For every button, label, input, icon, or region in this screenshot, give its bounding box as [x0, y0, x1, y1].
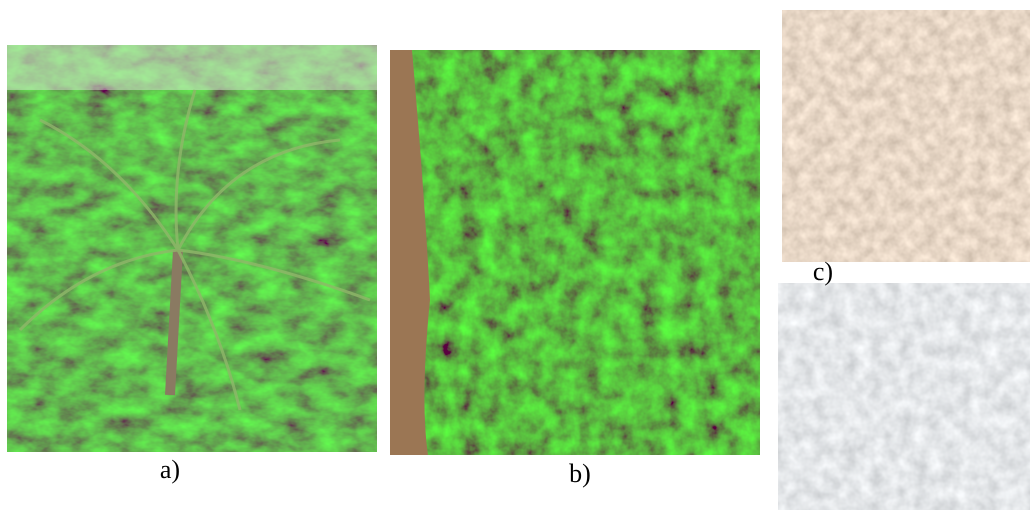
label-b: b) [569, 459, 591, 488]
label-a: a) [160, 455, 180, 484]
photo-a [7, 45, 377, 452]
photo-d [778, 283, 1030, 510]
photo-b [390, 50, 760, 455]
label-c: c) [813, 257, 833, 286]
figure: a) b) c) [0, 0, 1030, 510]
photo-c [782, 10, 1030, 262]
